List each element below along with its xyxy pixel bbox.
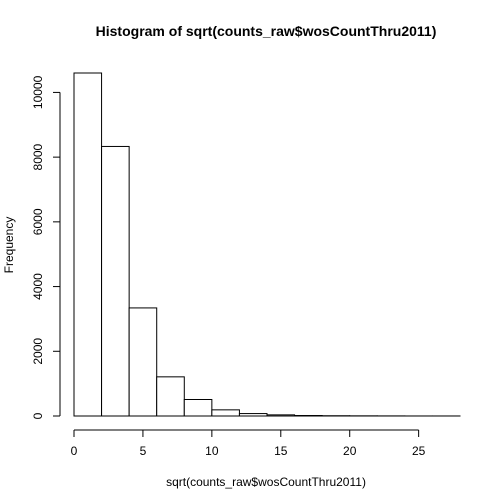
y-tick-label: 2000: [31, 338, 45, 365]
y-tick-label: 8000: [31, 143, 45, 170]
histogram-bar-0: [73, 72, 103, 417]
histogram-bar-4: [183, 398, 213, 417]
x-tick-label: 20: [343, 444, 357, 458]
bars-group: [73, 72, 461, 417]
y-axis: 0 2000 4000 6000 8000 10000: [31, 75, 61, 419]
histogram-bar-5: [211, 409, 240, 417]
histogram-bar-6: [238, 413, 268, 417]
x-axis: 0 5 10 15 20 25: [71, 429, 426, 458]
y-tick-label: 4000: [31, 273, 45, 300]
y-tick-label: 0: [31, 412, 45, 419]
x-tick-label: 25: [412, 444, 426, 458]
x-tick-label: 5: [140, 444, 147, 458]
histogram-bar-3: [156, 376, 185, 417]
y-axis-label: Frequency: [2, 217, 16, 274]
histogram-bar-7: [266, 414, 296, 417]
x-axis-label: sqrt(counts_raw$wosCountThru2011): [166, 475, 366, 489]
x-tick-label: 10: [205, 444, 219, 458]
chart-title: Histogram of sqrt(counts_raw$wosCountThr…: [96, 23, 437, 39]
histogram-bar-2: [128, 307, 158, 417]
y-tick-label: 6000: [31, 208, 45, 235]
histogram-bar-1: [101, 145, 130, 417]
x-tick-label: 0: [71, 444, 78, 458]
y-tick-label: 10000: [31, 75, 45, 109]
x-tick-label: 15: [274, 444, 288, 458]
